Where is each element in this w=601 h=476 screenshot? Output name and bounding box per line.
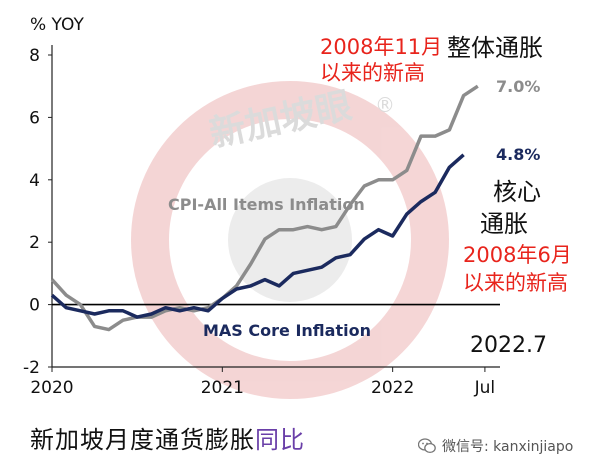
- core-end-label: 4.8%: [496, 145, 540, 164]
- y-axis-label: % YOY: [30, 15, 84, 35]
- wechat-icon: [418, 438, 436, 454]
- core-record-line-2: 以来的新高: [463, 271, 568, 295]
- x-tick-label: 2022: [371, 378, 414, 398]
- wechat-label: 微信号: kanxinjiapo: [442, 439, 574, 455]
- y-tick-label: 8: [29, 46, 40, 66]
- core-record-line-1: 2008年6月: [463, 243, 572, 267]
- watermark: 新加坡眼 ®: [131, 81, 449, 399]
- caption-main: 新加坡月度通货膨胀: [30, 426, 255, 454]
- core-name-line-2: 通胀: [480, 210, 528, 238]
- headline-record-line-1: 2008年11月: [320, 35, 442, 59]
- core-name-annotation: 核心 通胀: [480, 178, 541, 238]
- caption-highlight: 同比: [255, 426, 305, 454]
- headline-record-annotation: 2008年11月 以来的新高: [320, 35, 442, 85]
- cpi-series-label: CPI-All Items Inflation: [168, 195, 365, 214]
- headline-name: 整体通胀: [447, 34, 543, 62]
- y-tick-label: 2: [29, 233, 40, 253]
- y-tick-label: 4: [29, 171, 40, 191]
- y-tick-label: -2: [23, 358, 40, 378]
- core-record-annotation: 2008年6月 以来的新高: [463, 243, 572, 295]
- wechat-id: 微信号: kanxinjiapo: [418, 436, 573, 456]
- x-tick-label: Jul: [474, 378, 496, 398]
- headline-record-line-2: 以来的新高: [320, 61, 425, 85]
- chart-caption: 新加坡月度通货膨胀同比: [30, 420, 305, 455]
- y-tick-label: 0: [29, 296, 40, 316]
- watermark-mark: ®: [375, 93, 395, 117]
- x-tick-label: 2020: [30, 378, 73, 398]
- y-tick-label: 6: [29, 108, 40, 128]
- core-name-line-1: 核心: [493, 178, 541, 206]
- cpi-all-items-line: [50, 84, 479, 332]
- mas-core-line: [50, 153, 465, 319]
- x-ticks: 2020 2021 2022 Jul: [30, 367, 495, 398]
- x-tick-label: 2021: [201, 378, 244, 398]
- core-series-label: MAS Core Inflation: [203, 321, 371, 340]
- cpi-end-label: 7.0%: [496, 77, 540, 96]
- y-ticks: -2 0 2 4 6 8: [23, 46, 52, 378]
- period-label: 2022.7: [470, 333, 547, 358]
